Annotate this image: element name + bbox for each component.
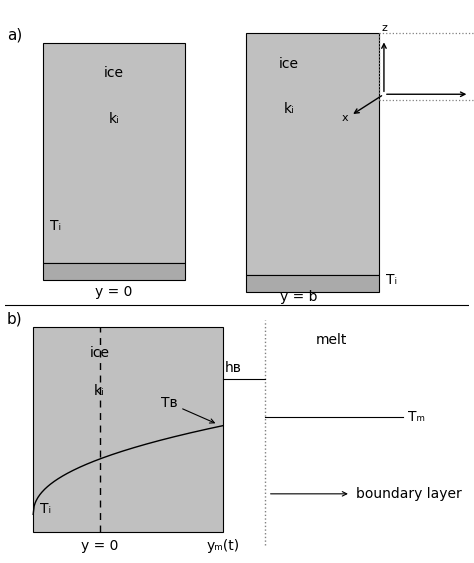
Text: y = 0: y = 0 — [95, 285, 132, 300]
Bar — [43, 263, 185, 280]
Text: hв: hв — [225, 361, 242, 375]
Text: kᵢ: kᵢ — [94, 385, 105, 399]
Text: Tᵢ: Tᵢ — [50, 220, 61, 234]
Text: z: z — [381, 24, 387, 33]
Bar — [43, 43, 185, 263]
Bar — [33, 327, 223, 532]
Text: melt: melt — [316, 333, 347, 347]
Text: kᵢ: kᵢ — [284, 102, 294, 117]
Text: Tв: Tв — [161, 396, 178, 410]
Bar — [246, 33, 379, 275]
Text: Tₘ: Tₘ — [408, 410, 425, 424]
Text: kᵢ: kᵢ — [109, 111, 119, 126]
Text: y = b: y = b — [280, 290, 318, 304]
Text: ice: ice — [104, 66, 124, 80]
Text: ice: ice — [279, 57, 299, 71]
Text: Tᵢ: Tᵢ — [40, 502, 51, 516]
Text: yₘ(t): yₘ(t) — [206, 539, 239, 553]
Text: a): a) — [7, 28, 22, 42]
Text: b): b) — [7, 312, 23, 327]
Text: y = 0: y = 0 — [81, 539, 118, 553]
Text: boundary layer: boundary layer — [356, 487, 461, 501]
Text: x: x — [342, 113, 348, 123]
Text: Tᵢ: Tᵢ — [386, 274, 397, 288]
Text: ice: ice — [90, 346, 109, 360]
Bar — [246, 275, 379, 292]
